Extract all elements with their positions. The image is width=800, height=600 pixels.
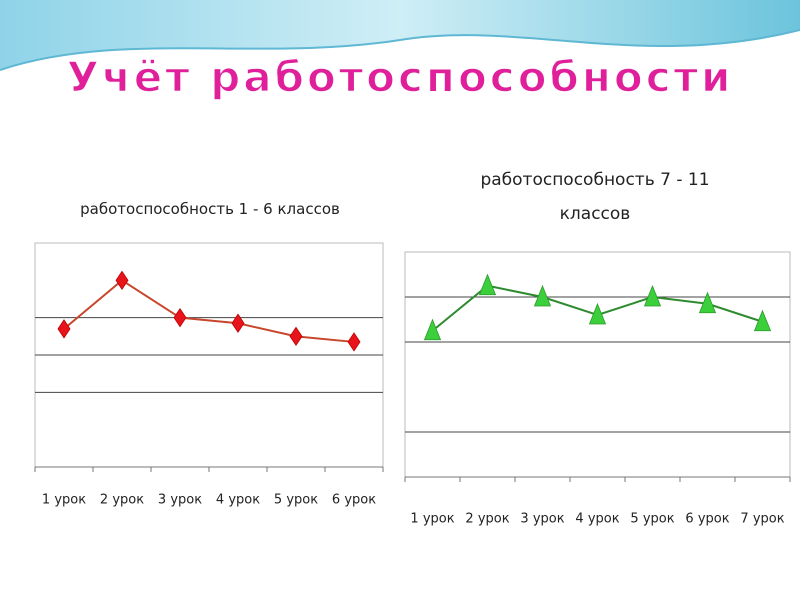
marker [533,284,552,307]
x-tick-label: 7 урок [740,512,784,527]
marker [173,307,187,328]
marker [289,326,303,347]
marker [115,270,129,291]
header-wave [0,0,800,70]
x-tick-label: 3 урок [158,493,202,508]
marker [588,302,607,325]
marker [698,291,717,314]
x-tick-label: 4 урок [216,493,260,508]
x-tick-label: 5 урок [630,512,674,527]
marker [57,319,71,339]
chart-title: работоспособность 1 - 6 классов [80,200,340,218]
plot-area [404,251,791,478]
series-line [63,279,355,343]
marker [478,273,497,296]
x-tick-label: 6 урок [332,493,376,508]
x-tick-label: 2 урок [100,493,144,508]
x-tick-label: 3 урок [520,512,564,527]
marker [347,332,361,352]
x-tick-label: 1 урок [42,493,86,508]
marker [423,318,442,341]
marker [753,309,772,332]
x-tick-label: 2 урок [465,512,509,527]
slide-title: Учёт работоспособности [67,53,734,102]
x-tick-label: 1 урок [410,512,454,527]
x-tick-label: 5 урок [274,493,318,508]
marker [231,313,245,333]
x-tick-label: 4 урок [575,512,619,527]
header-wave-line [0,29,800,71]
x-tick-label: 6 урок [685,512,729,527]
chart-title: работоспособность 7 - 11 классов [480,170,710,224]
marker [643,284,662,307]
